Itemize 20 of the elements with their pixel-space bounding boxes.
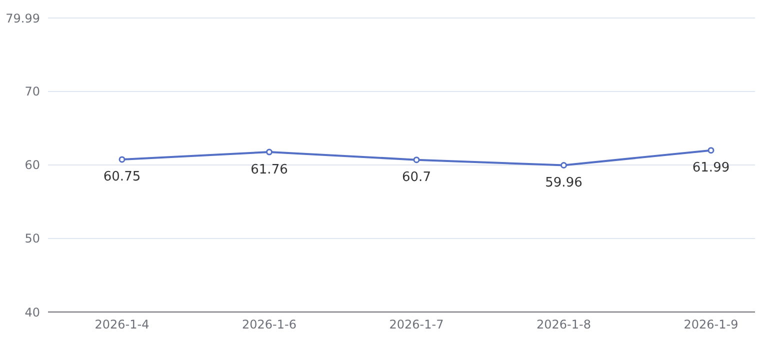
data-label: 60.75 [103,170,141,185]
data-label: 59.96 [545,175,582,190]
point [560,162,567,169]
point [708,147,714,154]
point [266,148,272,156]
data-label: 60.7 [402,170,431,186]
x-tick-label: 2026-1-8 [536,318,591,332]
x-tick-label: 2026-1-4 [94,318,150,332]
point [118,156,126,163]
y-tick-label: 79.99 [6,11,40,26]
data-label: 61.76 [250,162,288,178]
point [413,156,420,164]
x-tick-label: 2026-1-7 [389,318,444,332]
y-tick-label: 40 [24,305,40,320]
x-tick-label: 2026-1-9 [684,318,738,332]
data-label: 61.99 [692,160,730,176]
y-tick-label: 70 [24,84,40,99]
y-tick-label: 60 [24,158,40,172]
y-tick-label: 50 [24,232,40,246]
x-tick-label: 2026-1-6 [242,318,296,332]
